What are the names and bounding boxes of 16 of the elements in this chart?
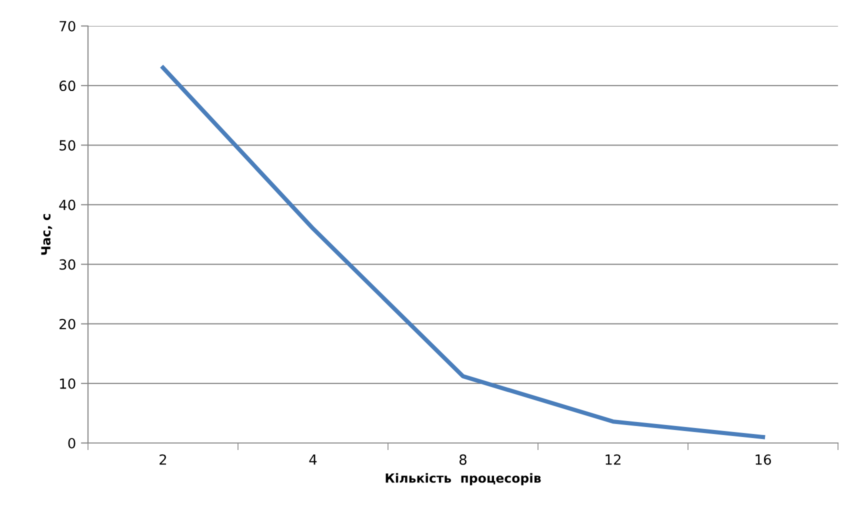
x-tick-label: 8: [460, 454, 466, 465]
x-tick-label: 4: [309, 454, 317, 465]
x-tick-label: 12: [606, 454, 620, 465]
x-axis-title: Кількість процесорів: [386, 473, 541, 486]
line-series: [160, 66, 766, 440]
y-tick-label: 70: [60, 20, 76, 32]
y-tick-label: 60: [59, 80, 76, 92]
y-tick-label: 10: [60, 378, 76, 389]
y-tick-label: 20: [60, 318, 76, 330]
y-tick-label: 0: [68, 438, 76, 448]
y-tick-label: 50: [60, 140, 76, 151]
x-tick-label: 2: [160, 454, 166, 465]
y-axis-title: Час, с: [41, 214, 52, 255]
y-tick-label: 40: [59, 200, 76, 210]
x-tick-label: 16: [756, 454, 771, 465]
y-tick-label: 30: [60, 259, 76, 270]
